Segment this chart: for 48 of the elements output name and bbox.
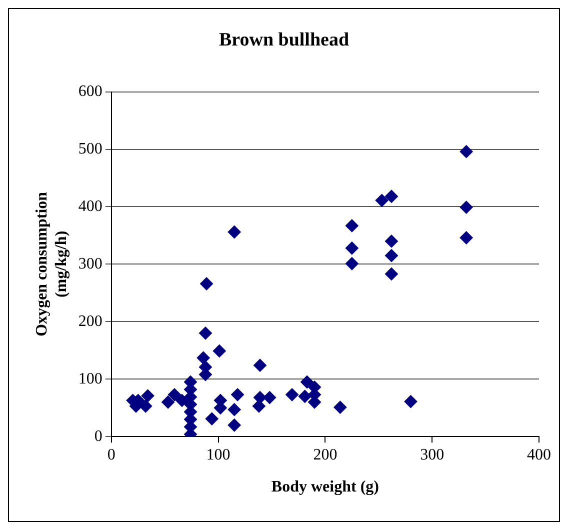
y-axis-title: Oxygen consumption (mg/kg/h) [34, 192, 70, 336]
point [298, 390, 312, 403]
y-tick-label: 300 [78, 255, 102, 272]
point [375, 194, 388, 207]
point [228, 403, 241, 416]
y-tick-label: 500 [78, 140, 102, 158]
point [205, 412, 218, 426]
x-tick-label: 100 [206, 446, 230, 464]
x-tick-label: 0 [107, 446, 116, 464]
point [384, 249, 398, 262]
point [200, 277, 214, 290]
point [334, 400, 347, 414]
point [252, 400, 266, 413]
y-tick-label: 100 [78, 370, 102, 388]
point [345, 242, 358, 255]
point [460, 200, 473, 214]
point [460, 145, 473, 158]
point [212, 344, 226, 358]
y-tick-label: 600 [78, 83, 102, 100]
y-tick-label: 400 [78, 198, 102, 215]
point [286, 388, 299, 402]
point [139, 400, 152, 413]
point [404, 395, 418, 408]
point [228, 226, 241, 239]
x-tick-label: 400 [527, 446, 551, 464]
point [228, 418, 241, 432]
x-axis-title: Body weight (g) [271, 478, 379, 496]
y-tick-label: 0 [94, 428, 102, 445]
point [263, 391, 276, 404]
point [253, 358, 266, 372]
x-tick-label: 200 [313, 446, 338, 464]
point [384, 234, 398, 248]
point [196, 351, 210, 364]
point [198, 326, 212, 340]
x-tick-label: 300 [420, 446, 444, 464]
point [300, 376, 314, 389]
point [384, 267, 398, 280]
point [162, 396, 175, 409]
point [231, 388, 244, 402]
point [384, 190, 398, 203]
point [460, 231, 473, 244]
point [175, 394, 188, 407]
chart-title: Brown bullhead [218, 29, 350, 50]
point [168, 388, 181, 402]
point [141, 389, 154, 402]
point [345, 257, 358, 270]
point [345, 219, 358, 232]
y-tick-label: 200 [78, 312, 102, 330]
